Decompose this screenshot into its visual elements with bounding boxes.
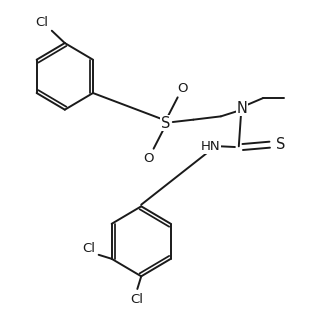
Text: Cl: Cl <box>35 15 49 29</box>
Text: S: S <box>161 116 170 130</box>
Text: Cl: Cl <box>82 242 95 255</box>
Text: O: O <box>143 152 154 165</box>
Text: HN: HN <box>200 140 220 153</box>
Text: O: O <box>178 82 188 94</box>
Text: Cl: Cl <box>130 293 143 306</box>
Text: S: S <box>276 137 285 152</box>
Text: N: N <box>236 100 248 116</box>
